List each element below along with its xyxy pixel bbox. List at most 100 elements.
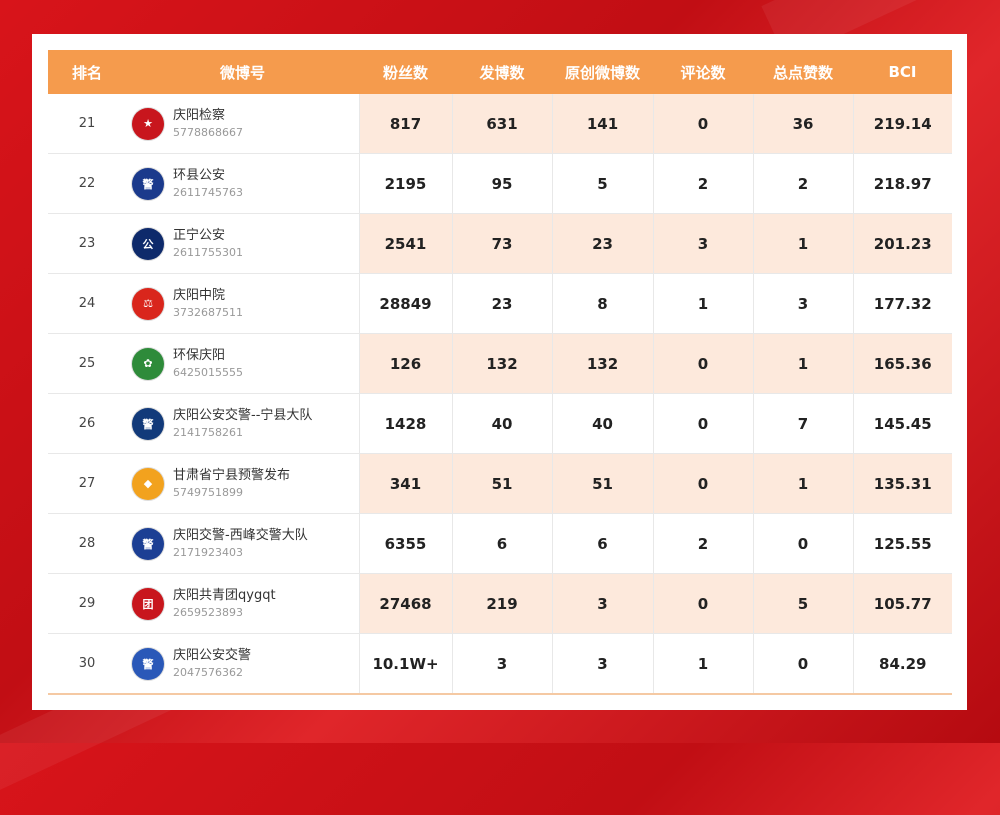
ranking-card: 排名 微博号 粉丝数 发博数 原创微博数 评论数 总点赞数 BCI 21 ★ 庆阳检… <box>32 34 967 710</box>
rank-cell: 25 <box>48 333 126 394</box>
account-name[interactable]: 庆阳检察 <box>173 107 226 123</box>
traffic-police-badge-icon[interactable]: 警 <box>132 647 164 680</box>
account-name[interactable]: 庆阳中院 <box>173 287 226 303</box>
account-name[interactable]: 庆阳共青团qygqt <box>173 587 276 603</box>
original-posts-cell: 5 <box>551 153 653 214</box>
account-name[interactable]: 环保庆阳 <box>173 347 226 363</box>
account-id: 2611755301 <box>173 245 243 259</box>
bci-cell: 165.36 <box>852 333 952 394</box>
fans-cell: 6355 <box>358 513 452 574</box>
likes-cell: 0 <box>752 633 853 695</box>
posts-cell: 631 <box>451 94 552 154</box>
original-posts-cell: 3 <box>551 573 653 634</box>
header-rank: 排名 <box>48 50 126 94</box>
rank-cell: 29 <box>48 573 126 634</box>
comments-cell: 0 <box>652 393 753 454</box>
account-link[interactable]: ★ 庆阳检察 5778868667 <box>126 107 359 141</box>
comments-cell: 2 <box>652 153 753 214</box>
account-name[interactable]: 正宁公安 <box>173 227 226 243</box>
environment-leaf-icon[interactable]: ✿ <box>132 347 164 380</box>
table-row: 22 警环县公安 2611745763 2195 95 5 2 2 218.97 <box>48 153 952 214</box>
likes-cell: 1 <box>752 213 853 274</box>
account-cell: 警庆阳交警-西峰交警大队 2171923403 <box>126 513 359 574</box>
ranking-table: 排名 微博号 粉丝数 发博数 原创微博数 评论数 总点赞数 BCI 21 ★ 庆阳检… <box>48 50 952 695</box>
table-row: 23 公正宁公安 2611755301 2541 73 23 3 1 201.23 <box>48 213 952 274</box>
account-id: 6425015555 <box>173 365 243 379</box>
bci-cell: 177.32 <box>852 273 952 334</box>
rank-cell: 30 <box>48 633 126 695</box>
likes-cell: 2 <box>752 153 853 214</box>
account-name[interactable]: 甘肃省宁县预警发布 <box>173 467 291 483</box>
account-id: 2141758261 <box>173 425 243 439</box>
fans-cell: 2541 <box>358 213 452 274</box>
account-id: 2047576362 <box>173 665 243 679</box>
account-link[interactable]: ✿ 环保庆阳 6425015555 <box>126 347 359 381</box>
account-cell: 警庆阳公安交警 2047576362 <box>126 633 359 695</box>
original-posts-cell: 23 <box>551 213 653 274</box>
posts-cell: 73 <box>451 213 552 274</box>
likes-cell: 1 <box>752 453 853 514</box>
rank-cell: 24 <box>48 273 126 334</box>
rank-cell: 22 <box>48 153 126 214</box>
header-likes: 总点赞数 <box>753 50 853 94</box>
comments-cell: 0 <box>652 573 753 634</box>
table-header-row: 排名 微博号 粉丝数 发博数 原创微博数 评论数 总点赞数 BCI <box>48 50 952 94</box>
header-original-posts: 原创微博数 <box>552 50 653 94</box>
comments-cell: 0 <box>652 453 753 514</box>
header-posts: 发博数 <box>452 50 552 94</box>
account-cell: 警庆阳公安交警--宁县大队 2141758261 <box>126 393 359 454</box>
table-row: 21 ★ 庆阳检察 5778868667 817 631 141 0 36 219.14 <box>48 94 952 154</box>
table-row: 28 警庆阳交警-西峰交警大队 2171923403 6355 6 6 2 0 125.55 <box>48 513 952 574</box>
account-cell: ◆ 甘肃省宁县预警发布 5749751899 <box>126 453 359 514</box>
police-badge-icon[interactable]: 警 <box>132 167 164 200</box>
account-name[interactable]: 庆阳交警-西峰交警大队 <box>173 527 308 543</box>
weather-warning-icon[interactable]: ◆ <box>132 467 164 500</box>
likes-cell: 0 <box>752 513 853 574</box>
rank-cell: 27 <box>48 453 126 514</box>
bci-cell: 219.14 <box>852 94 952 154</box>
comments-cell: 3 <box>652 213 753 274</box>
account-name[interactable]: 庆阳公安交警--宁县大队 <box>173 407 313 423</box>
account-link[interactable]: 公正宁公安 2611755301 <box>126 227 359 261</box>
account-cell: 团庆阳共青团qygqt 2659523893 <box>126 573 359 634</box>
police-badge-icon[interactable]: 公 <box>132 227 164 260</box>
account-cell: 警环县公安 2611745763 <box>126 153 359 214</box>
account-cell: ⚖ 庆阳中院 3732687511 <box>126 273 359 334</box>
rank-cell: 28 <box>48 513 126 574</box>
bci-cell: 201.23 <box>852 213 952 274</box>
fans-cell: 28849 <box>358 273 452 334</box>
account-link[interactable]: 团庆阳共青团qygqt 2659523893 <box>126 587 359 621</box>
header-bci: BCI <box>853 50 952 94</box>
account-link[interactable]: 警庆阳公安交警--宁县大队 2141758261 <box>126 407 359 441</box>
account-cell: ✿ 环保庆阳 6425015555 <box>126 333 359 394</box>
fans-cell: 27468 <box>358 573 452 634</box>
fans-cell: 2195 <box>358 153 452 214</box>
header-comments: 评论数 <box>653 50 753 94</box>
fans-cell: 10.1W+ <box>358 633 452 695</box>
likes-cell: 36 <box>752 94 853 154</box>
table-row: 26 警庆阳公安交警--宁县大队 2141758261 1428 40 40 0 7 145.4… <box>48 393 952 454</box>
original-posts-cell: 141 <box>551 94 653 154</box>
comments-cell: 1 <box>652 273 753 334</box>
account-link[interactable]: ◆ 甘肃省宁县预警发布 5749751899 <box>126 467 359 501</box>
bci-cell: 84.29 <box>852 633 952 695</box>
youth-league-icon[interactable]: 团 <box>132 587 164 620</box>
posts-cell: 132 <box>451 333 552 394</box>
account-cell: 公正宁公安 2611755301 <box>126 213 359 274</box>
traffic-police-badge-icon[interactable]: 警 <box>132 407 164 440</box>
table-row: 30 警庆阳公安交警 2047576362 10.1W+ 3 3 1 0 84.29 <box>48 633 952 695</box>
likes-cell: 3 <box>752 273 853 334</box>
procuratorate-emblem-icon[interactable]: ★ <box>132 107 164 140</box>
account-link[interactable]: 警庆阳公安交警 2047576362 <box>126 647 359 681</box>
account-name[interactable]: 环县公安 <box>173 167 226 183</box>
comments-cell: 0 <box>652 333 753 394</box>
account-link[interactable]: ⚖ 庆阳中院 3732687511 <box>126 287 359 321</box>
comments-cell: 1 <box>652 633 753 695</box>
account-link[interactable]: 警环县公安 2611745763 <box>126 167 359 201</box>
traffic-police-badge-icon[interactable]: 警 <box>132 527 164 560</box>
account-link[interactable]: 警庆阳交警-西峰交警大队 2171923403 <box>126 527 359 561</box>
court-emblem-icon[interactable]: ⚖ <box>132 287 164 320</box>
posts-cell: 40 <box>451 393 552 454</box>
account-name[interactable]: 庆阳公安交警 <box>173 647 252 663</box>
header-fans: 粉丝数 <box>359 50 452 94</box>
